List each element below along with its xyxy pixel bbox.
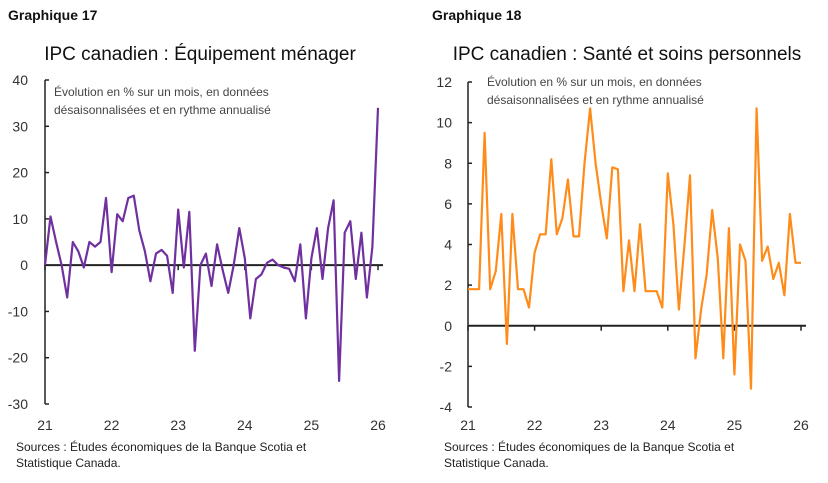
chart-note-line-2: désaisonnalisées et en rythme annualisé (54, 103, 271, 117)
chart-note-line-2: désaisonnalisées et en rythme annualisé (487, 93, 704, 107)
y-tick-label: -20 (8, 350, 28, 366)
x-tick-label: 21 (460, 417, 476, 433)
x-tick-label: 25 (304, 417, 320, 433)
x-tick-label: 26 (793, 417, 809, 433)
source-line-1: Sources : Études économiques de la Banqu… (16, 439, 307, 454)
chart-title: IPC canadien : Santé et soins personnels (453, 44, 802, 65)
y-tick-label: 2 (444, 277, 452, 293)
series-line (468, 107, 801, 390)
series-line (43, 107, 380, 382)
x-tick-label: 21 (37, 417, 53, 433)
chart-note-line-1: Évolution en % sur un mois, en données (487, 74, 702, 89)
x-tick-label: 25 (727, 417, 743, 433)
x-tick-label: 22 (104, 417, 120, 433)
y-tick-label: -4 (440, 399, 453, 415)
figure-label: Graphique 17 (8, 7, 98, 23)
x-tick-label: 26 (370, 417, 386, 433)
chart-title: IPC canadien : Équipement ménager (44, 44, 356, 65)
y-tick-label: 40 (12, 72, 28, 88)
chart-graphique-18: Graphique 18 IPC canadien : Santé et soi… (432, 7, 809, 470)
source-line-1: Sources : Études économiques de la Banqu… (444, 439, 735, 454)
y-tick-label: -2 (440, 358, 453, 374)
y-tick-label: 0 (20, 257, 28, 273)
y-tick-label: 8 (444, 155, 452, 171)
y-tick-label: -10 (8, 303, 28, 319)
x-tick-label: 23 (593, 417, 609, 433)
x-tick-label: 24 (660, 417, 676, 433)
y-tick-label: 10 (436, 115, 452, 131)
x-tick-label: 22 (527, 417, 543, 433)
y-tick-label: 0 (444, 318, 452, 334)
x-tick-label: 23 (170, 417, 186, 433)
chart-note-line-1: Évolution en % sur un mois, en données (54, 84, 269, 99)
y-tick-label: 6 (444, 196, 452, 212)
y-tick-label: 20 (12, 165, 28, 181)
source-line-2: Statistique Canada. (16, 456, 121, 470)
y-tick-label: 12 (436, 74, 452, 90)
source-line-2: Statistique Canada. (444, 456, 549, 470)
y-tick-label: 30 (12, 118, 28, 134)
x-tick-label: 24 (237, 417, 253, 433)
chart-graphique-17: Graphique 17 IPC canadien : Équipement m… (8, 7, 386, 470)
y-tick-label: 10 (12, 211, 28, 227)
y-tick-label: 4 (444, 237, 452, 253)
y-tick-label: -30 (8, 396, 28, 412)
figure-label: Graphique 18 (432, 7, 522, 23)
